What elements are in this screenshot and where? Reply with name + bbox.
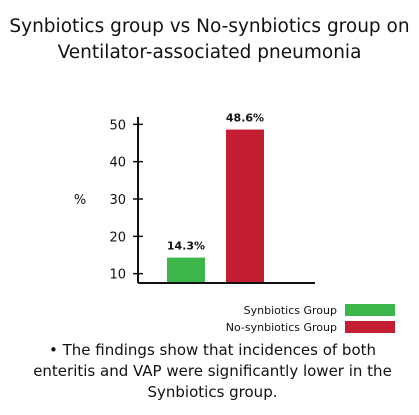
legend-swatch-no-synbiotics (345, 321, 395, 333)
bar-no-synbiotics (226, 129, 264, 282)
y-axis-label: % (74, 193, 86, 208)
chart-title-line-2: Ventilator-associated pneumonia (57, 42, 362, 63)
chart-title-line-1: Synbiotics group vs No-synbiotics group … (9, 16, 410, 37)
chart-title: Synbiotics group vs No-synbiotics group … (0, 14, 419, 66)
bar-chart: 10 20 30 40 50% 14.3% 48.6% (74, 112, 315, 284)
data-label-synbiotics: 14.3% (167, 240, 205, 253)
legend-item-synbiotics: Synbiotics Group (244, 303, 395, 317)
y-tick-label-40: 40 (109, 156, 126, 171)
y-tick-label-30: 30 (109, 193, 126, 208)
legend-swatch-synbiotics (345, 304, 395, 316)
y-tick-label-10: 10 (109, 268, 126, 283)
data-label-no-synbiotics: 48.6% (226, 112, 264, 125)
findings-note: • The findings show that incidences of b… (33, 341, 392, 401)
legend-label-no-synbiotics: No-synbiotics Group (225, 320, 337, 334)
legend-label-synbiotics: Synbiotics Group (243, 303, 337, 317)
chart-labels: 14.3% 48.6% (167, 112, 264, 253)
bar-synbiotics (167, 257, 205, 282)
legend-item-no-synbiotics: No-synbiotics Group (226, 320, 395, 334)
chart-bars (167, 129, 264, 282)
chart-axes: 10 20 30 40 50% (74, 117, 315, 284)
y-tick-label-50: 50 (109, 118, 126, 133)
y-tick-label-20: 20 (109, 230, 126, 245)
